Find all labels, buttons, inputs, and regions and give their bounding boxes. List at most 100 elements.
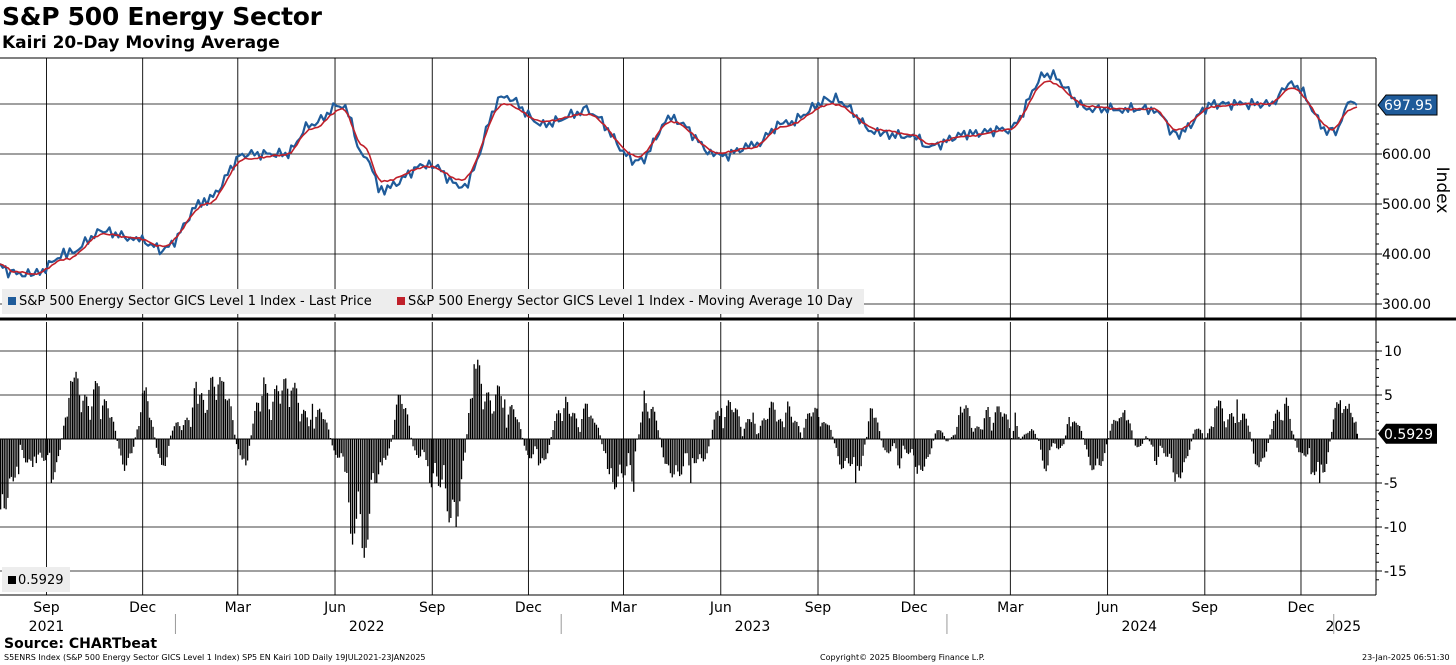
price-legend-box (2, 289, 864, 314)
kairi-bar (1315, 439, 1317, 472)
kairi-bar (1307, 439, 1309, 455)
kairi-bar (453, 439, 455, 502)
kairi-bar (934, 433, 936, 439)
kairi-bar (1219, 400, 1222, 439)
kairi-bar (1009, 428, 1011, 439)
kairi-bar (929, 439, 931, 455)
kairi-bar (82, 400, 84, 439)
kairi-bar (1327, 439, 1329, 453)
kairi-bar (173, 426, 175, 439)
kairi-bar (204, 412, 206, 439)
kairi-bar (548, 439, 551, 445)
kairi-bar (588, 416, 590, 439)
kairi-bar (361, 439, 363, 549)
kairi-bar (677, 439, 679, 472)
kairi-bar (785, 412, 787, 439)
kairi-bar (1145, 436, 1147, 439)
kairi-bar (408, 425, 410, 439)
x-month-label: Mar (997, 600, 1024, 616)
kairi-bar (634, 439, 637, 452)
kairi-bar (37, 439, 39, 455)
kairi-bar (781, 421, 783, 439)
kairi-bar (77, 378, 79, 439)
price-tick-label: 400.00 (1382, 247, 1431, 263)
kairi-bar (385, 439, 387, 460)
kairi-bar (279, 403, 281, 439)
kairi-bar (1303, 439, 1305, 456)
kairi-bar (495, 394, 497, 439)
kairi-bar (664, 439, 666, 464)
kairi-bar (56, 439, 58, 463)
legend-value-kairi: 0.5929 (18, 573, 64, 588)
kairi-bar (455, 439, 457, 527)
kairi-bar (688, 439, 690, 466)
kairi-bar (1140, 439, 1142, 446)
kairi-bar (311, 403, 314, 439)
kairi-bar (437, 439, 440, 486)
kairi-bar (59, 439, 61, 450)
kairi-bar (140, 412, 142, 439)
kairi-bar (1238, 422, 1240, 439)
kairi-bar (66, 416, 68, 439)
kairi-bar (338, 439, 341, 458)
kairi-bar (1274, 413, 1277, 439)
kairi-bar (704, 439, 706, 460)
kairi-bar (45, 439, 47, 461)
bars-tick-label: 10 (1384, 344, 1402, 360)
kairi-bar (1172, 439, 1174, 473)
kairi-bar (747, 419, 749, 439)
kairi-bar (21, 439, 23, 450)
kairi-bar (1276, 409, 1278, 439)
kairi-bar (686, 439, 688, 454)
kairi-bar (534, 439, 536, 447)
kairi-bar (537, 439, 540, 466)
kairi-bar (348, 439, 350, 503)
kairi-bar (504, 399, 506, 439)
kairi-bar (313, 428, 315, 439)
kairi-bar (392, 434, 394, 439)
kairi-bar (1245, 418, 1247, 439)
kairi-bar (1262, 439, 1264, 459)
kairi-bar (1052, 439, 1054, 444)
kairi-bar (731, 409, 733, 439)
kairi-bar (114, 430, 117, 439)
kairi-bar (888, 439, 890, 454)
x-month-label: Sep (1192, 600, 1219, 616)
kairi-bar (860, 439, 862, 467)
kairi-bar (1320, 439, 1322, 465)
kairi-bar (1249, 431, 1251, 439)
kairi-bar (812, 412, 814, 439)
kairi-bar (638, 434, 640, 439)
kairi-bar (927, 439, 929, 457)
kairi-bar (509, 406, 511, 439)
kairi-bar (363, 439, 365, 558)
kairi-bar (654, 411, 656, 439)
kairi-bar (1138, 439, 1140, 447)
kairi-bar (1339, 400, 1341, 439)
kairi-bar (125, 439, 128, 466)
kairi-bar (159, 439, 161, 458)
kairi-bar (25, 439, 27, 463)
kairi-bar (1353, 422, 1355, 439)
kairi-bar (388, 439, 390, 449)
kairi-bar (452, 439, 454, 500)
kairi-bar (1260, 439, 1262, 462)
kairi-bar (1141, 439, 1144, 444)
kairi-bar (161, 439, 163, 465)
kairi-bar (350, 439, 352, 534)
kairi-bar (867, 421, 870, 439)
kairi-bar (337, 439, 339, 458)
kairi-bar (353, 439, 356, 534)
kairi-bar (32, 439, 34, 467)
kairi-bar (1134, 439, 1136, 446)
kairi-bar (418, 439, 420, 458)
legend-label-price: S&P 500 Energy Sector GICS Level 1 Index… (19, 294, 372, 309)
kairi-bar (699, 439, 701, 455)
kairi-bar (61, 438, 63, 439)
kairi-bar (412, 439, 414, 447)
kairi-bar (922, 439, 924, 471)
kairi-bar (257, 402, 260, 439)
kairi-bar (1256, 439, 1258, 466)
kairi-bar (448, 439, 450, 523)
